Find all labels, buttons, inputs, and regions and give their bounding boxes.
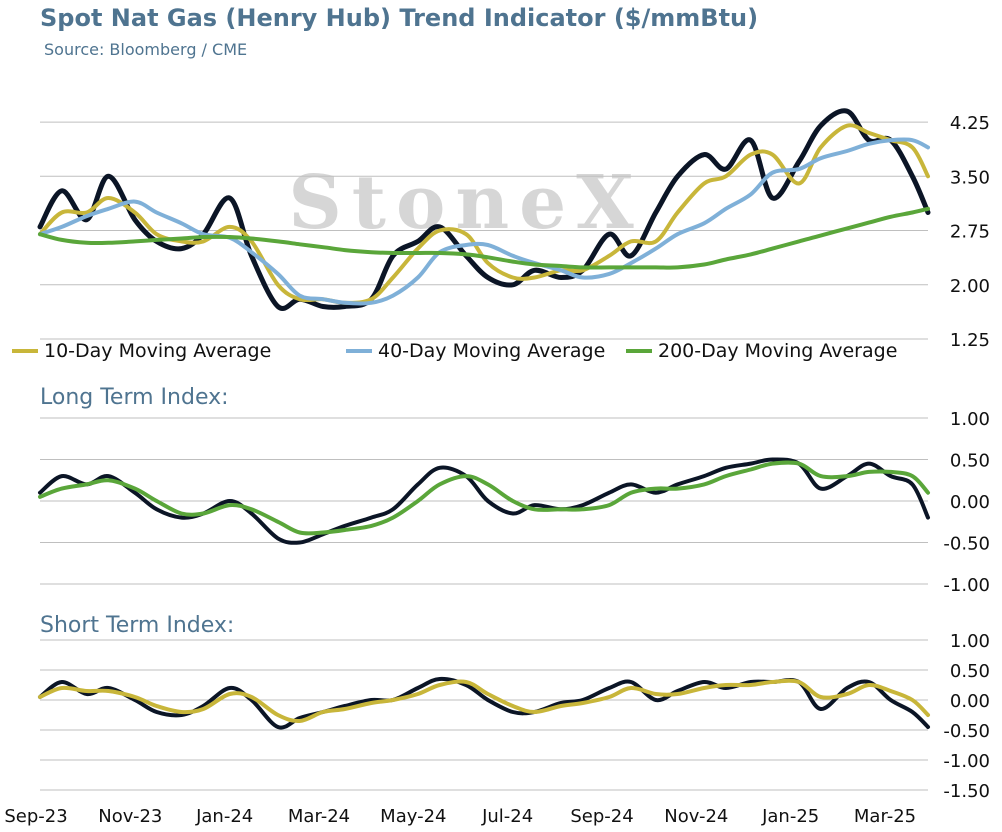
price-y-tick-label: 2.00 <box>950 276 990 297</box>
short-y-tick-label: 1.00 <box>950 631 990 652</box>
x-tick-label: Mar-24 <box>288 806 350 827</box>
legend-label-ma40: 40-Day Moving Average <box>378 340 605 362</box>
panel-titles: Long Term Index: Short Term Index: <box>40 385 234 638</box>
x-axis-ticks: Sep-23 Nov-23 Jan-24 Mar-24 May-24 Jul-24 Sep-… <box>4 806 916 827</box>
price-ma200-line <box>38 206 930 270</box>
short-y-tick-label: -1.00 <box>943 751 990 772</box>
x-tick-label: Sep-23 <box>4 806 67 827</box>
chart-subtitle: Source: Bloomberg / CME <box>44 40 247 59</box>
series-lines <box>37 108 931 730</box>
y-axis-ticks: 4.25 3.50 2.75 2.00 1.25 1.00 0.50 0.00 -0.50 -1.… <box>943 113 990 802</box>
x-tick-label: Sep-24 <box>570 806 633 827</box>
price-ma40-line <box>38 137 930 306</box>
chart-title: Spot Nat Gas (Henry Hub) Trend Indicator… <box>40 4 758 32</box>
long-signal-line <box>38 460 930 536</box>
grid-lines <box>40 121 928 791</box>
x-tick-label: Nov-24 <box>664 806 728 827</box>
long-y-tick-label: 0.50 <box>950 451 990 472</box>
short-y-tick-label: -0.50 <box>943 721 990 742</box>
short-index-line <box>38 676 930 730</box>
long-y-tick-label: 0.00 <box>950 492 990 513</box>
x-tick-label: Jan-25 <box>761 806 819 827</box>
x-tick-label: Jan-24 <box>195 806 253 827</box>
long-y-tick-label: -0.50 <box>943 534 990 555</box>
price-ma10-line <box>38 123 930 305</box>
long-y-tick-label: 1.00 <box>950 409 990 430</box>
legend: 10-Day Moving Average 40-Day Moving Avera… <box>12 340 897 362</box>
legend-label-ma200: 200-Day Moving Average <box>658 340 897 362</box>
price-y-tick-label: 1.25 <box>950 330 990 351</box>
price-y-tick-label: 2.75 <box>950 222 990 243</box>
long-y-tick-label: -1.00 <box>943 575 990 596</box>
legend-label-ma10: 10-Day Moving Average <box>44 340 271 362</box>
long-panel-title: Long Term Index: <box>40 385 229 410</box>
price-y-tick-label: 4.25 <box>950 113 990 134</box>
short-panel-title: Short Term Index: <box>40 613 234 638</box>
x-tick-label: Jul-24 <box>481 806 533 827</box>
short-y-tick-label: 0.50 <box>950 661 990 682</box>
price-y-tick-label: 3.50 <box>950 167 990 188</box>
short-signal-line <box>38 678 930 724</box>
x-tick-label: Mar-25 <box>854 806 916 827</box>
short-y-tick-label: -1.50 <box>943 781 990 802</box>
short-y-tick-label: 0.00 <box>950 691 990 712</box>
x-tick-label: May-24 <box>380 806 446 827</box>
x-tick-label: Nov-23 <box>98 806 162 827</box>
